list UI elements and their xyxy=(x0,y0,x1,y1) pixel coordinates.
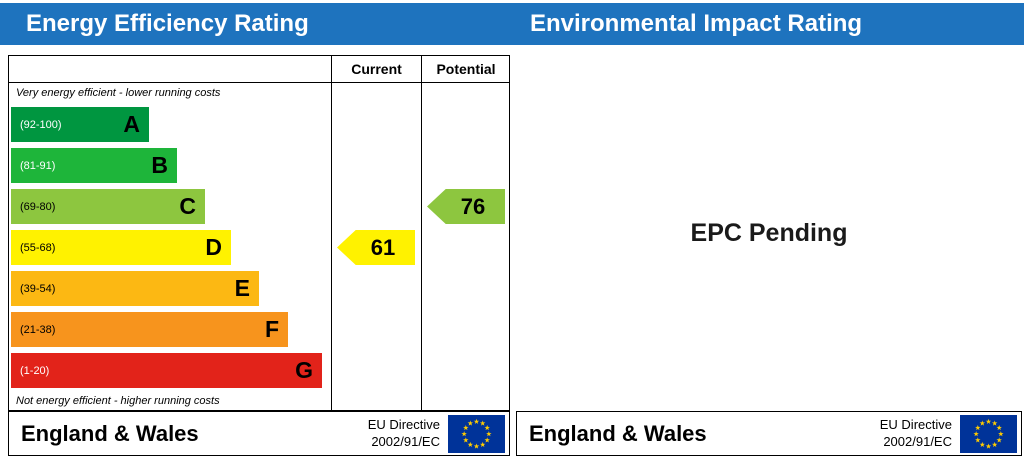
band-range-label: (81-91) xyxy=(20,159,56,172)
region-label: England & Wales xyxy=(21,420,199,446)
eu-directive-label: EU Directive 2002/91/EC xyxy=(368,417,448,451)
band-row-g: (1-20) G xyxy=(11,353,322,388)
band-row-e: (39-54) E xyxy=(11,271,259,306)
eu-directive-line2: 2002/91/EC xyxy=(371,433,440,449)
bottom-note: Not energy efficient - higher running co… xyxy=(16,395,220,407)
environmental-rating-title: Environmental Impact Rating xyxy=(530,10,863,37)
potential-column-header: Potential xyxy=(436,61,496,77)
band-row-d: (55-68) D xyxy=(11,230,231,265)
region-label: England & Wales xyxy=(529,420,707,446)
current-indicator: 61 xyxy=(337,230,415,265)
band-row-b: (81-91) B xyxy=(11,148,177,183)
potential-value: 76 xyxy=(460,193,486,219)
band-range-label: (92-100) xyxy=(20,118,62,131)
band-range-label: (39-54) xyxy=(20,282,56,295)
header-separator xyxy=(9,82,509,83)
eu-flag-icon xyxy=(960,414,1017,453)
band-row-a: (92-100) A xyxy=(11,107,149,142)
top-note: Very energy efficient - lower running co… xyxy=(16,87,221,99)
band-letter: F xyxy=(264,316,279,342)
band-row-f: (21-38) F xyxy=(11,312,288,347)
potential-indicator: 76 xyxy=(427,189,505,224)
band-letter: D xyxy=(205,234,222,260)
band-letter: B xyxy=(151,152,168,178)
eu-flag-icon xyxy=(448,414,505,453)
band-letter: A xyxy=(123,111,140,137)
eu-directive-line1: EU Directive xyxy=(367,416,440,432)
current-value: 61 xyxy=(370,234,396,260)
band-row-c: (69-80) C xyxy=(11,189,205,224)
energy-rating-title: Energy Efficiency Rating xyxy=(26,10,309,37)
band-letter: C xyxy=(179,193,196,219)
band-letter: G xyxy=(295,357,313,383)
footer-left: England & Wales EU Directive 2002/91/EC xyxy=(8,411,510,456)
band-range-label: (69-80) xyxy=(20,200,56,213)
band-letter: E xyxy=(234,275,250,301)
band-range-label: (1-20) xyxy=(20,364,50,377)
band-range-label: (55-68) xyxy=(20,241,56,254)
band-range-label: (21-38) xyxy=(20,323,56,336)
eu-directive-label: EU Directive 2002/91/EC xyxy=(880,417,960,451)
eu-directive-line1: EU Directive xyxy=(879,416,952,432)
energy-rating-chart: Current Potential Very energy efficient … xyxy=(8,55,510,411)
environmental-panel-body: EPC Pending xyxy=(516,55,1022,411)
column-divider xyxy=(421,56,422,410)
eu-directive-line2: 2002/91/EC xyxy=(883,433,952,449)
header-bar: Energy Efficiency Rating Environmental I… xyxy=(0,3,1024,45)
current-column-header: Current xyxy=(351,61,402,77)
epc-pending-text: EPC Pending xyxy=(690,218,848,247)
footer-right: England & Wales EU Directive 2002/91/EC xyxy=(516,411,1022,456)
column-divider xyxy=(331,56,332,410)
